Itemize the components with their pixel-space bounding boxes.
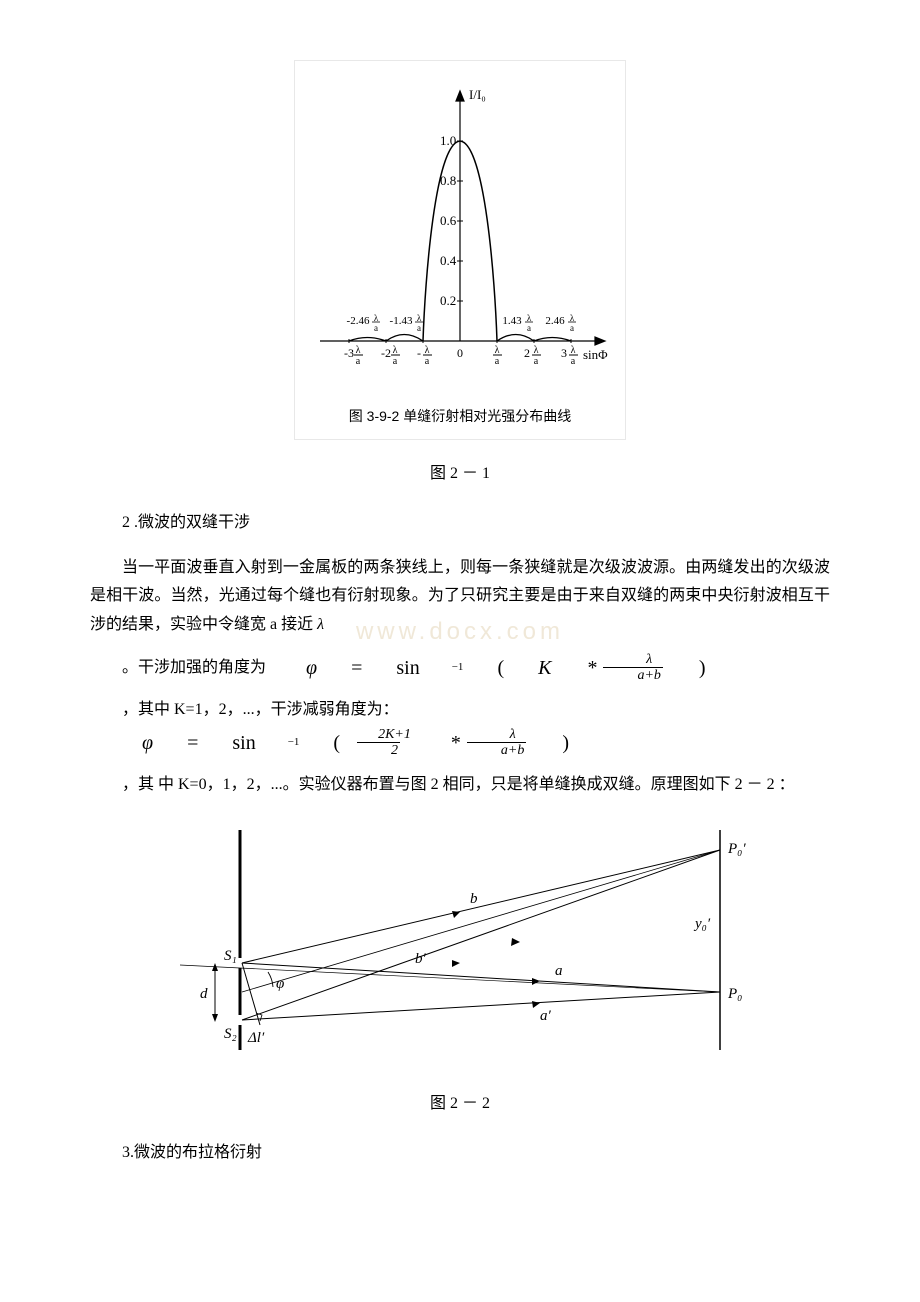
double-slit-diagram: S₁ S₂ d φ Δl′ b b′ a a′ P₀ P₀′ y₀′	[160, 820, 760, 1060]
chart-inner-caption: 图 3-9-2 单缝衍射相对光强分布曲线	[305, 404, 615, 429]
times-op-2: *	[419, 725, 461, 761]
svg-text:a: a	[374, 323, 378, 333]
svg-text:2.46: 2.46	[545, 315, 565, 327]
formula2-before: ，其中 K=1，2，...，干涉减弱角度为：	[90, 696, 399, 725]
figure-2-2-caption: 图 2 － 2	[90, 1090, 830, 1119]
chart-box: 0.2 0.4 0.6 0.8 1.0 I/I₀ sinΦ	[294, 60, 626, 440]
svg-text:-2: -2	[381, 346, 391, 360]
svg-text:0.4: 0.4	[440, 253, 457, 268]
label-bprime: b′	[415, 951, 427, 967]
close-paren-2: )	[530, 725, 569, 761]
times-op: *	[555, 650, 597, 686]
section-2-para-2: ，其 中 K=0，1，2，...。实验仪器布置与图 2 相同，只是将单缝换成双缝…	[90, 771, 830, 800]
lambda-over-ab-2: λ a+b	[467, 727, 526, 759]
svg-text:λ: λ	[534, 345, 539, 356]
label-p0prime: P₀′	[727, 841, 746, 857]
svg-text:a: a	[534, 356, 539, 367]
formula1-expression: φ = sin−1(K * λ a+b )	[274, 650, 708, 686]
svg-text:0: 0	[457, 346, 463, 360]
inverse-sup: −1	[420, 658, 464, 678]
svg-text:λ: λ	[527, 313, 532, 323]
svg-text:0.2: 0.2	[440, 293, 456, 308]
svg-text:λ: λ	[425, 345, 430, 356]
label-d: d	[200, 986, 208, 1002]
formula-destructive: ，其中 K=1，2，...，干涉减弱角度为： φ = sin−1( 2K+1 2…	[90, 696, 830, 761]
svg-text:2: 2	[524, 346, 530, 360]
svg-text:-3: -3	[344, 346, 354, 360]
svg-text:a: a	[571, 356, 576, 367]
diffraction-chart: 0.2 0.4 0.6 0.8 1.0 I/I₀ sinΦ	[305, 81, 615, 381]
section-3-heading: 3.微波的布拉格衍射	[90, 1139, 830, 1168]
figure-2-1-caption: 图 2 － 1	[90, 460, 830, 489]
frac-2k1-2: 2K+1 2	[344, 727, 413, 759]
svg-text:a: a	[356, 356, 361, 367]
svg-text:a: a	[495, 356, 500, 367]
lambda-symbol: λ	[317, 616, 324, 633]
frac-den: a+b	[603, 667, 662, 683]
svg-text:a: a	[570, 323, 574, 333]
phi-symbol: φ	[274, 650, 317, 686]
svg-text:a: a	[527, 323, 531, 333]
frac-num: λ	[612, 652, 654, 667]
label-y0prime: y₀′	[693, 916, 711, 932]
formula2-expression: φ = sin−1( 2K+1 2 * λ a+b )	[110, 725, 571, 761]
lambda-over-ab: λ a+b	[603, 652, 662, 684]
equals: =	[319, 650, 362, 686]
label-p0: P₀	[727, 986, 742, 1002]
sin-fn-2: sin	[200, 725, 255, 761]
svg-text:I/I₀: I/I₀	[469, 87, 486, 102]
frac1-den: 2	[357, 742, 400, 758]
label-phi: φ	[276, 976, 284, 992]
section-2-para-1: 当一平面波垂直入射到一金属板的两条狭线上，则每一条狭缝就是次级波波源。由两缝发出…	[90, 554, 830, 640]
sin-fn: sin	[364, 650, 419, 686]
figure-2-1: 0.2 0.4 0.6 0.8 1.0 I/I₀ sinΦ	[90, 60, 830, 440]
frac1-num: 2K+1	[344, 727, 413, 742]
svg-text:0.6: 0.6	[440, 213, 457, 228]
svg-text:a: a	[425, 356, 430, 367]
svg-text:a: a	[417, 323, 421, 333]
svg-text:1.43: 1.43	[502, 315, 522, 327]
svg-text:-2.46: -2.46	[347, 315, 370, 327]
formula1-before: 。干涉加强的角度为	[90, 654, 266, 683]
svg-text:λ: λ	[571, 345, 576, 356]
equals-2: =	[155, 725, 198, 761]
inverse-sup-2: −1	[256, 733, 300, 753]
close-paren: )	[667, 650, 706, 686]
frac2-num: λ	[476, 727, 518, 742]
phi-symbol-2: φ	[110, 725, 153, 761]
label-a: a	[555, 963, 563, 979]
section-2-heading: 2 .微波的双缝干涉	[90, 509, 830, 538]
svg-text:-: -	[417, 346, 421, 360]
svg-text:λ: λ	[417, 313, 422, 323]
svg-text:0.8: 0.8	[440, 173, 456, 188]
para-text: 当一平面波垂直入射到一金属板的两条狭线上，则每一条狭缝就是次级波波源。由两缝发出…	[90, 559, 830, 634]
label-b: b	[470, 891, 478, 907]
page-content: 0.2 0.4 0.6 0.8 1.0 I/I₀ sinΦ	[90, 60, 830, 1168]
svg-text:λ: λ	[393, 345, 398, 356]
svg-text:1.0: 1.0	[440, 133, 456, 148]
svg-text:-1.43: -1.43	[390, 315, 413, 327]
label-aprime: a′	[540, 1008, 552, 1024]
label-s2: S₂	[224, 1026, 237, 1042]
svg-text:3: 3	[561, 346, 567, 360]
svg-text:sinΦ: sinΦ	[583, 347, 608, 362]
svg-text:λ: λ	[374, 313, 379, 323]
svg-text:λ: λ	[356, 345, 361, 356]
svg-text:a: a	[393, 356, 398, 367]
figure-2-2: S₁ S₂ d φ Δl′ b b′ a a′ P₀ P₀′ y₀′	[90, 820, 830, 1071]
label-s1: S₁	[224, 948, 237, 964]
svg-text:λ: λ	[495, 345, 500, 356]
k-var: K	[506, 650, 551, 686]
label-delta-l: Δl′	[247, 1030, 265, 1046]
frac2-den: a+b	[467, 742, 526, 758]
svg-text:λ: λ	[570, 313, 575, 323]
formula-constructive: 。干涉加强的角度为 φ = sin−1(K * λ a+b )	[90, 650, 830, 686]
